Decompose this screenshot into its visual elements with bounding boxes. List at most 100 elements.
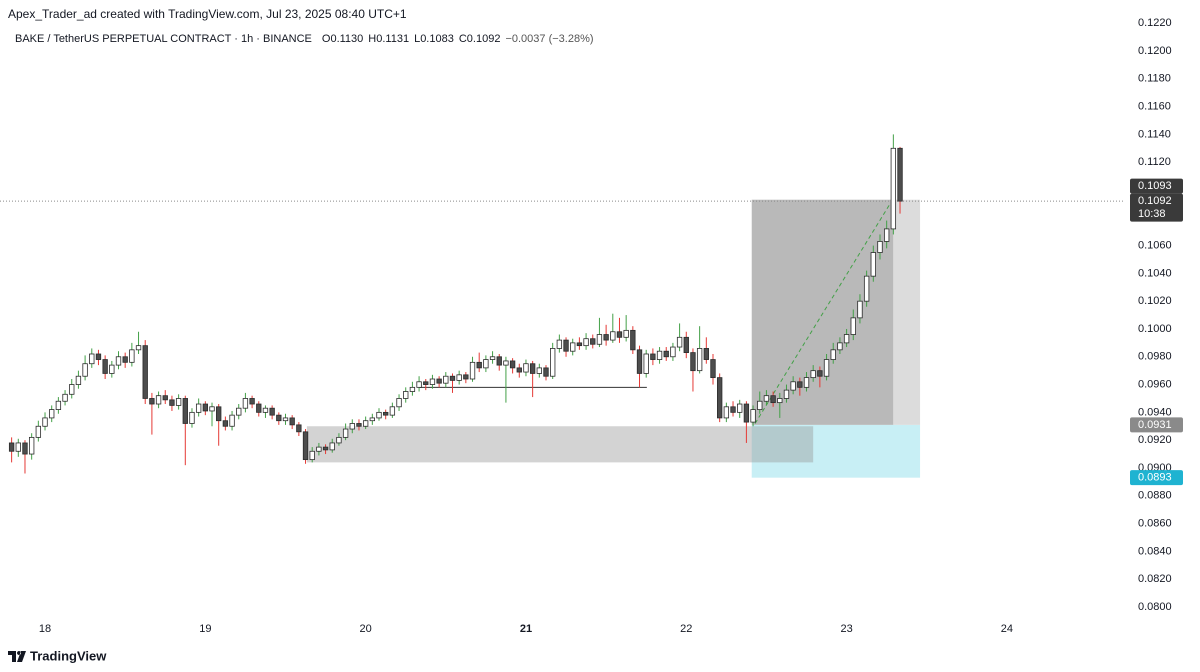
candle-body <box>610 331 616 341</box>
candle-body <box>496 356 502 366</box>
x-tick-label: 18 <box>39 623 51 635</box>
x-tick-label: 22 <box>680 623 692 635</box>
candle-body <box>757 400 763 410</box>
y-tick-label: 0.0960 <box>1138 378 1172 390</box>
price-tag-label: 0.0931 <box>1138 419 1172 431</box>
candle-body <box>276 414 282 422</box>
candle-body <box>409 386 416 392</box>
candle-body <box>737 403 743 413</box>
candle-body <box>423 381 429 385</box>
candle-body <box>42 417 48 427</box>
candle-body <box>770 395 776 404</box>
y-tick-label: 0.0860 <box>1138 517 1172 529</box>
candle-body <box>216 406 222 422</box>
price-tag <box>1130 417 1183 433</box>
ohlc-key: L <box>414 33 420 45</box>
candle-body <box>369 417 375 422</box>
zone <box>306 426 814 463</box>
candle-body <box>803 377 810 388</box>
candle-body <box>289 417 295 426</box>
candle-body <box>242 398 249 409</box>
symbol-legend: BAKE / TetherUS PERPETUAL CONTRACT · 1h … <box>15 33 594 45</box>
candle-body <box>603 334 609 341</box>
candle-body <box>82 363 88 377</box>
candle-body <box>690 352 696 372</box>
candle-body <box>717 377 723 419</box>
candle-body <box>202 403 209 412</box>
candle-body <box>456 374 462 381</box>
candle-body <box>436 378 442 384</box>
attribution: Apex_Trader_ad created with TradingView.… <box>8 7 407 21</box>
candle-body <box>322 446 329 451</box>
candle-body <box>623 329 629 338</box>
candle-body <box>523 363 529 373</box>
candle-body <box>843 334 850 344</box>
candle-body <box>429 378 436 385</box>
candle-body <box>356 423 362 427</box>
candle-body <box>122 356 128 363</box>
candle-body <box>643 353 649 374</box>
candle-body <box>590 338 596 345</box>
candle-body <box>396 398 402 408</box>
candle-body <box>309 450 315 461</box>
candle-body <box>797 381 803 388</box>
candle-body <box>529 363 536 374</box>
candle-body <box>650 353 656 360</box>
ohlc-value: 0.1130 <box>330 33 363 45</box>
candle-body <box>443 375 449 384</box>
candle-body <box>683 336 689 353</box>
candle-body <box>596 334 603 345</box>
y-tick-label: 0.1200 <box>1138 45 1172 57</box>
candle-body <box>483 359 489 369</box>
candle-body <box>817 370 823 377</box>
candle-body <box>823 359 830 377</box>
candle-body <box>790 381 796 391</box>
candle-body <box>570 342 576 352</box>
candle-body <box>69 384 75 395</box>
y-tick-label: 0.0800 <box>1138 601 1172 613</box>
candle-body <box>182 398 188 424</box>
candle-body <box>282 417 289 422</box>
candle-body <box>222 420 229 427</box>
ohlc-key: O <box>322 33 331 45</box>
candle-body <box>550 348 556 377</box>
candle-body <box>329 442 335 451</box>
candle-body <box>463 374 469 380</box>
y-tick-label: 0.1120 <box>1138 156 1171 168</box>
candle-body <box>383 411 389 416</box>
candle-body <box>536 367 542 374</box>
candle-body <box>336 436 342 444</box>
candle-body <box>349 423 355 430</box>
candle-body <box>189 411 195 424</box>
candle-body <box>883 228 890 242</box>
y-tick-label: 0.0920 <box>1138 434 1172 446</box>
candle-body <box>416 381 422 388</box>
candle-body <box>22 442 28 455</box>
candle-body <box>55 400 62 410</box>
candle-body <box>175 398 182 406</box>
candle-body <box>870 252 876 277</box>
candle-body <box>149 398 155 405</box>
candle-body <box>877 241 883 253</box>
candle-body <box>850 317 856 335</box>
candle-body <box>710 359 716 379</box>
candle-body <box>135 345 142 351</box>
x-tick-label: 21 <box>520 623 532 635</box>
x-tick-label: 19 <box>199 623 211 635</box>
candle-body <box>249 398 255 405</box>
ohlc-value: 0.1131 <box>376 33 409 45</box>
target-zone-elapsed <box>751 199 894 425</box>
candle-body <box>342 428 349 438</box>
y-tick-label: 0.1160 <box>1138 101 1171 113</box>
y-tick-label: 0.1060 <box>1138 239 1172 251</box>
candle-body <box>95 353 102 360</box>
y-tick-label: 0.0980 <box>1138 351 1172 363</box>
candle-body <box>155 395 162 405</box>
candle-body <box>449 375 456 381</box>
candle-body <box>142 345 148 399</box>
candle-body <box>863 275 870 302</box>
tradingview-logo: TradingView <box>8 648 107 663</box>
stop-zone <box>751 424 921 478</box>
candle-body <box>543 367 549 377</box>
candle-body <box>703 348 709 360</box>
